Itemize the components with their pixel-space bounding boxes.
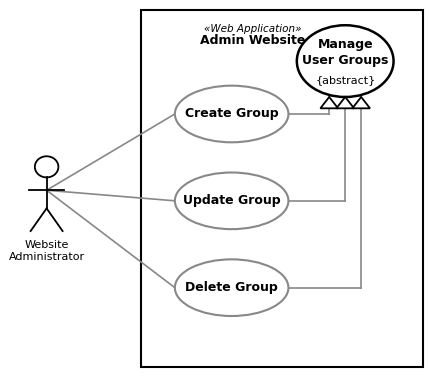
Text: Delete Group: Delete Group: [185, 281, 278, 294]
Polygon shape: [320, 97, 338, 108]
Ellipse shape: [175, 86, 289, 142]
Circle shape: [35, 156, 58, 177]
Text: Admin Website: Admin Website: [200, 34, 305, 47]
Polygon shape: [336, 97, 354, 108]
Text: {abstract}: {abstract}: [315, 75, 375, 85]
Text: Update Group: Update Group: [183, 194, 280, 207]
FancyBboxPatch shape: [141, 10, 423, 367]
Text: Website
Administrator: Website Administrator: [9, 241, 85, 262]
Text: Create Group: Create Group: [185, 108, 279, 121]
Ellipse shape: [175, 172, 289, 229]
Ellipse shape: [297, 25, 393, 97]
Polygon shape: [352, 97, 370, 108]
Ellipse shape: [175, 259, 289, 316]
Text: «Web Application»: «Web Application»: [204, 24, 301, 34]
Text: Manage
User Groups: Manage User Groups: [302, 38, 388, 67]
